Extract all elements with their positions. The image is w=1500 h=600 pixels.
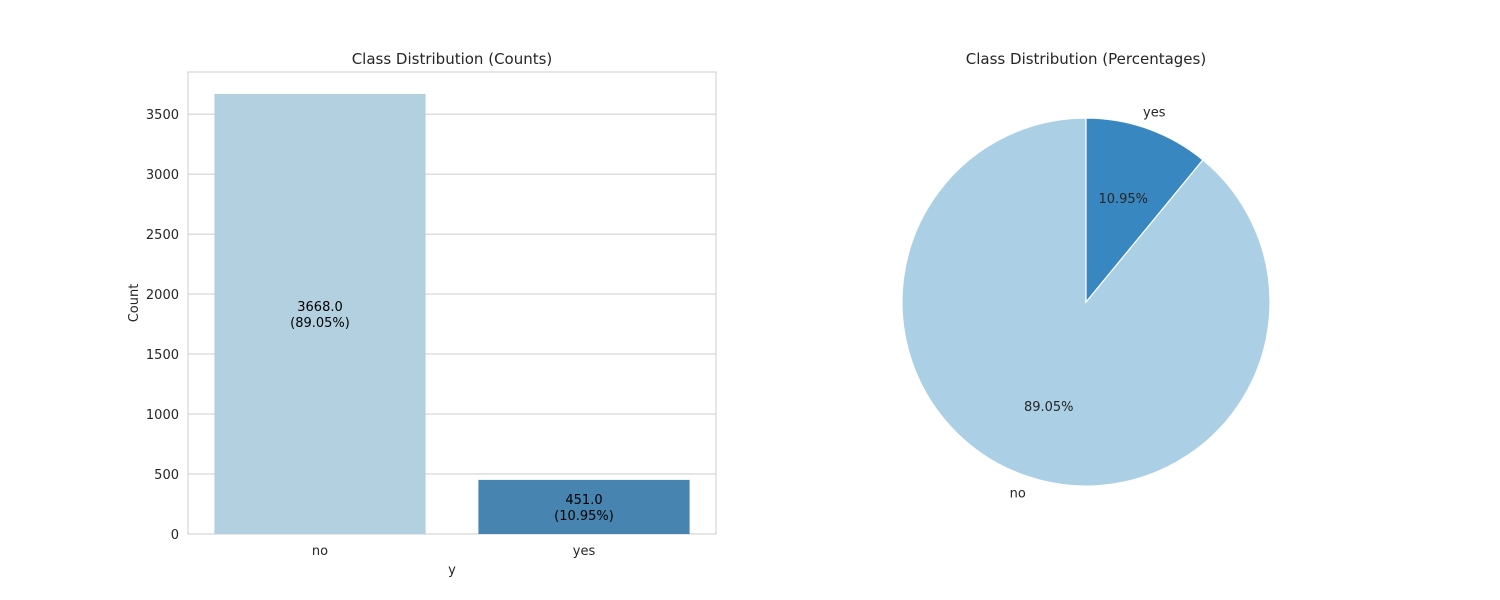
pie-percent-label: 89.05% — [1024, 400, 1074, 415]
bar-chart-title: Class Distribution (Counts) — [352, 50, 553, 68]
y-tick-label: 1000 — [146, 408, 179, 423]
y-tick-label: 3500 — [146, 108, 179, 123]
y-tick-label: 2500 — [146, 228, 179, 243]
pie-category-label: yes — [1143, 105, 1166, 120]
pie-slices — [901, 117, 1271, 487]
y-tick-label: 2000 — [146, 288, 179, 303]
y-tick-label: 1500 — [146, 348, 179, 363]
y-tick-labels: 0 500 1000 1500 2000 2500 3000 3500 — [146, 108, 179, 543]
pie-category-label: no — [1010, 487, 1026, 502]
bar-data-labels: 3668.0(89.05%) 451.0(10.95%) — [290, 300, 614, 524]
pie-percent-label: 10.95% — [1098, 192, 1148, 207]
x-tick-labels: no yes — [312, 544, 596, 559]
y-tick-label: 0 — [171, 528, 179, 543]
bar-no — [214, 93, 426, 535]
pie-chart: no 89.05% yes 10.95% Class Distribution (Pe… — [901, 50, 1271, 502]
bar-chart: 0 500 1000 1500 2000 2500 3000 3500 no yes 3668.… — [127, 50, 717, 578]
y-tick-label: 500 — [154, 468, 179, 483]
bar-yes — [478, 479, 690, 534]
x-tick-label: no — [312, 544, 328, 559]
bar-data-label: 451.0 — [565, 493, 602, 508]
x-tick-label: yes — [573, 544, 596, 559]
pie-labels: no 89.05% yes 10.95% — [1010, 105, 1166, 501]
y-tick-label: 3000 — [146, 168, 179, 183]
bar-data-label: (10.95%) — [554, 509, 614, 524]
pie-slice-yes — [1085, 117, 1204, 304]
bar-data-label: (89.05%) — [290, 316, 350, 331]
y-axis-label: Count — [127, 284, 142, 323]
bars — [214, 93, 690, 535]
pie-chart-title: Class Distribution (Percentages) — [966, 50, 1206, 68]
bar-data-label: 3668.0 — [297, 300, 343, 315]
x-axis-label: y — [448, 563, 456, 578]
